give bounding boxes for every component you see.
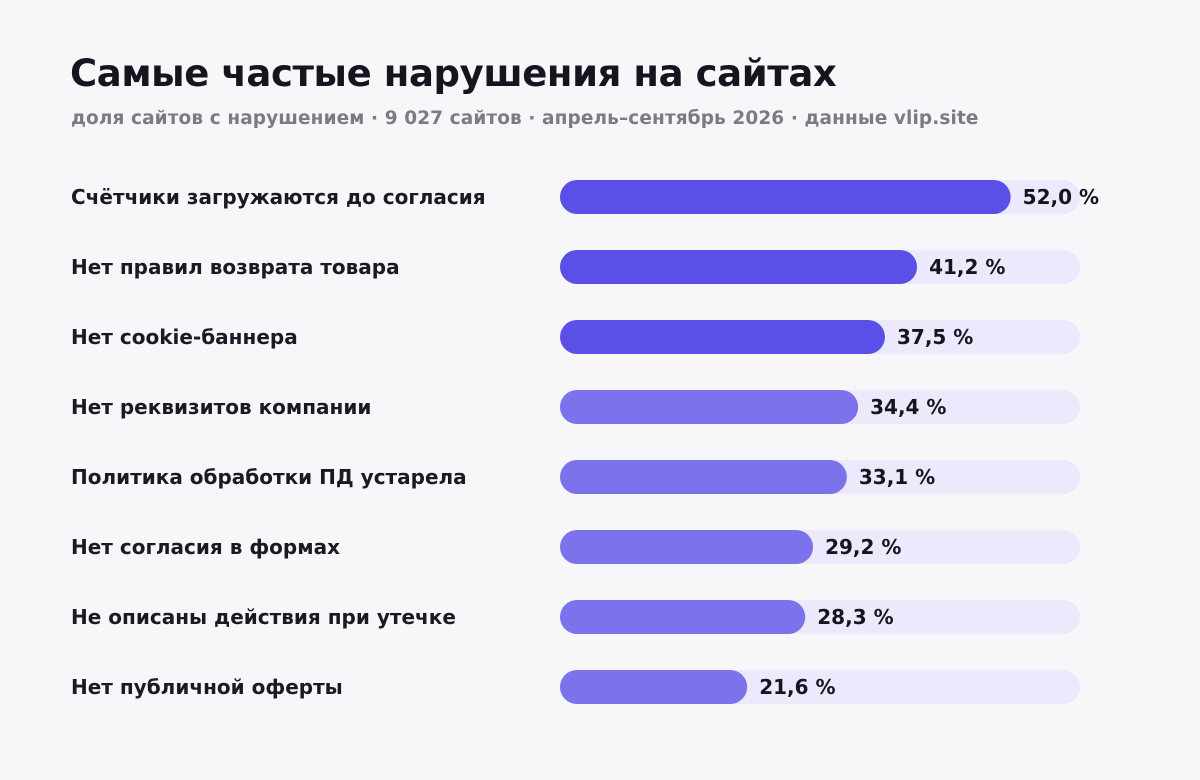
chart-subtitle: доля сайтов с нарушением · 9 027 сайтов … xyxy=(71,108,979,129)
bar xyxy=(560,250,918,284)
value-label: 21,6 % xyxy=(759,675,835,699)
bar xyxy=(560,390,859,424)
bar-row: Не описаны действия при утечке 28,3 % xyxy=(71,600,1080,634)
chart-title: Самые частые нарушения на сайтах xyxy=(70,52,837,95)
value-label: 29,2 % xyxy=(825,535,901,559)
category-label: Нет cookie-баннера xyxy=(71,325,298,349)
bar xyxy=(560,600,806,634)
bar-row: Нет согласия в формах 29,2 % xyxy=(71,530,1080,564)
bar xyxy=(560,460,847,494)
bar-row: Политика обработки ПД устарела 33,1 % xyxy=(71,460,1080,494)
value-label: 33,1 % xyxy=(859,465,935,489)
bar xyxy=(560,670,748,704)
bar-row: Нет реквизитов компании 34,4 % xyxy=(71,390,1080,424)
category-label: Нет реквизитов компании xyxy=(71,395,371,419)
value-label: 28,3 % xyxy=(817,605,893,629)
value-label: 41,2 % xyxy=(929,255,1005,279)
bar xyxy=(560,320,885,354)
category-label: Политика обработки ПД устарела xyxy=(71,465,467,489)
category-label: Не описаны действия при утечке xyxy=(71,605,456,629)
bar-row: Нет публичной оферты 21,6 % xyxy=(71,670,1080,704)
value-label: 37,5 % xyxy=(897,325,973,349)
bar xyxy=(560,530,814,564)
category-label: Нет правил возврата товара xyxy=(71,255,400,279)
bar-row: Нет cookie-баннера 37,5 % xyxy=(71,320,1080,354)
bar-row: Нет правил возврата товара 41,2 % xyxy=(71,250,1080,284)
bar xyxy=(560,180,1011,214)
category-label: Счётчики загружаются до согласия xyxy=(71,185,486,209)
category-label: Нет согласия в формах xyxy=(71,535,340,559)
bar-row: Счётчики загружаются до согласия 52,0 % xyxy=(71,180,1099,214)
value-label: 52,0 % xyxy=(1023,185,1099,209)
category-label: Нет публичной оферты xyxy=(71,675,343,699)
value-label: 34,4 % xyxy=(870,395,946,419)
